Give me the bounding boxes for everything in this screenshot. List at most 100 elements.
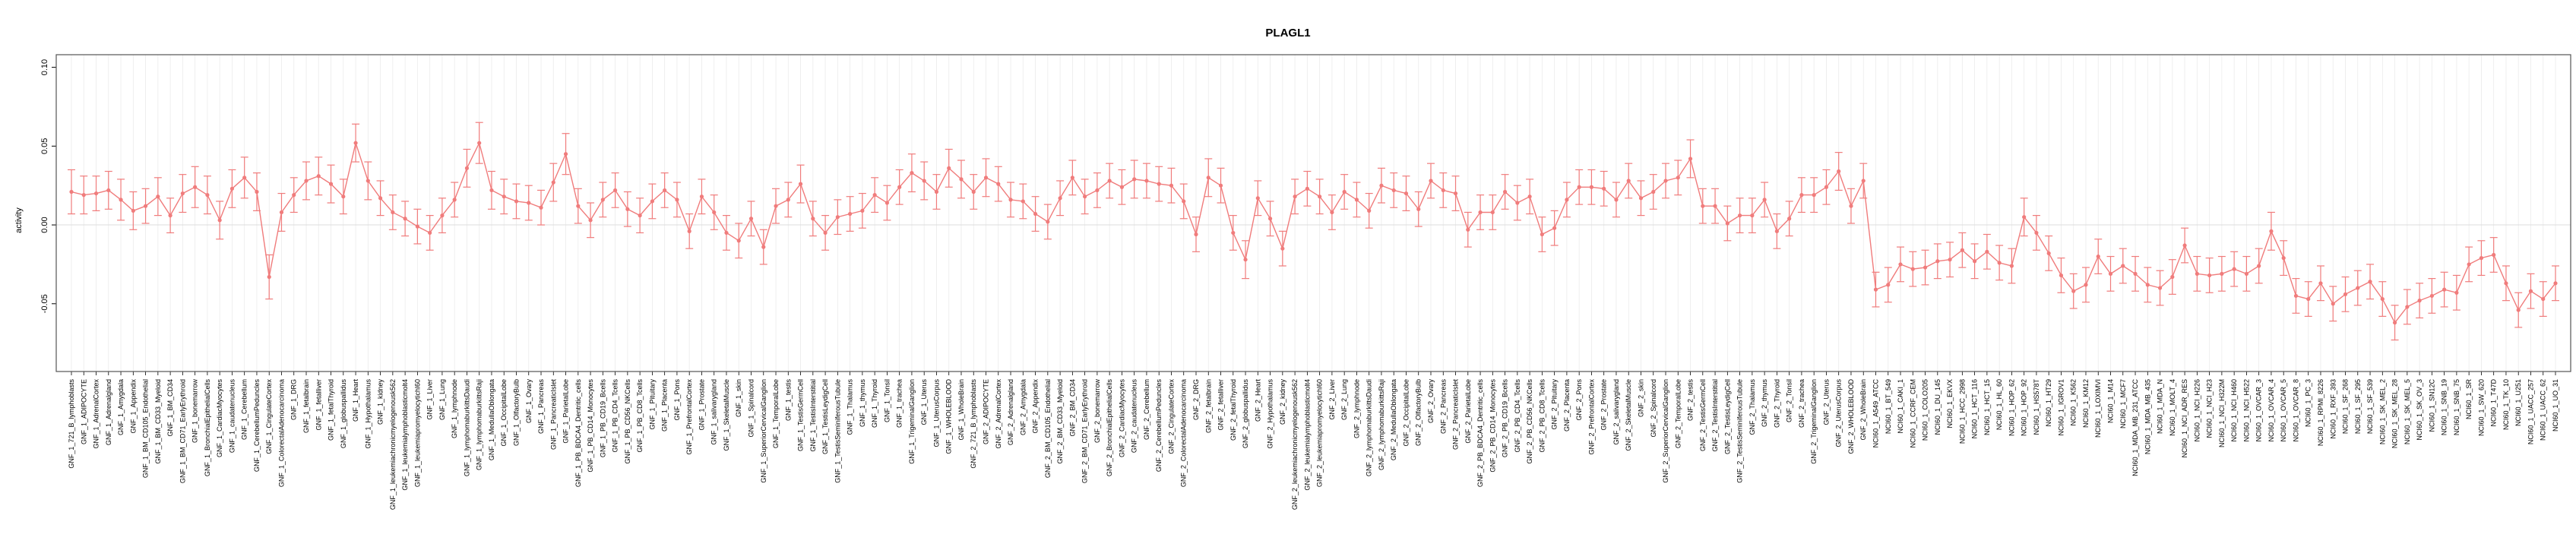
data-point	[440, 213, 445, 218]
x-tick-label: NCI60_1_SR	[2465, 379, 2473, 420]
x-tick-label: NCI60_1_OVCAR_8	[2293, 379, 2300, 442]
x-tick-label: GNF_1_Pituitary	[648, 379, 656, 430]
data-point	[1391, 188, 1396, 193]
data-point	[736, 239, 741, 243]
data-point	[1033, 211, 1038, 217]
x-tick-label: GNF_2_SuperiorCervicalGanglion	[1662, 379, 1669, 483]
x-tick-label: NCI60_1_MOLT_4	[2169, 379, 2176, 436]
data-point	[341, 194, 346, 199]
x-tick-label: GNF_1_BM_CD34	[166, 379, 174, 437]
x-tick-label: NCI60_1_UO_31	[2552, 379, 2559, 432]
x-tick-label: GNF_1_Adrenalgland	[105, 379, 112, 445]
data-point	[292, 193, 296, 198]
data-point	[835, 215, 840, 220]
data-point	[1762, 198, 1767, 202]
x-tick-label: GNF_1_leukemiachronicmyelogenousk562	[389, 379, 397, 510]
x-tick-label: GNF_2_OccipitalLobe	[1403, 379, 1410, 447]
data-point	[1095, 188, 1100, 193]
data-point	[2318, 281, 2323, 286]
data-point	[119, 198, 123, 202]
data-point	[563, 152, 568, 157]
x-tick-label: GNF_1_PB_CD14_Monocytes	[587, 379, 594, 473]
x-tick-label: NCI60_1_NCI_H522	[2242, 379, 2250, 442]
x-tick-label: GNF_2_WholeBrain	[1859, 379, 1867, 441]
series-activity	[68, 122, 2559, 341]
data-point	[2220, 271, 2224, 276]
data-point	[1824, 185, 1829, 189]
data-point	[267, 274, 271, 280]
x-tick-label: GNF_2_Hypothalamus	[1267, 379, 1274, 449]
x-tick-label: GNF_1_OlfactoryBulb	[513, 379, 521, 446]
data-point	[229, 186, 235, 191]
data-point	[786, 198, 790, 202]
data-point	[1774, 229, 1779, 233]
x-tick-label: GNF_2_SkeletalMuscle	[1625, 379, 1632, 451]
x-tick-label: GNF_1_MedullaOblongata	[488, 379, 495, 460]
data-point	[1342, 189, 1347, 194]
x-tick-label: GNF_2_fetalThyroid	[1229, 379, 1237, 441]
data-point	[353, 141, 358, 145]
data-point	[2071, 289, 2076, 293]
x-tick-label: NCI60_1_OVCAR_5	[2280, 379, 2287, 442]
y-axis-label: activity	[14, 207, 24, 233]
x-tick-label: GNF_1_salivarygland	[710, 379, 718, 445]
data-point	[1255, 196, 1260, 201]
x-tick-label: GNF_1_trachea	[896, 379, 903, 428]
x-tick-label: GNF_2_Pituitary	[1551, 379, 1559, 430]
data-point	[539, 205, 543, 210]
data-point	[996, 182, 1001, 186]
data-point	[1861, 179, 1866, 183]
data-point	[2368, 280, 2372, 284]
data-point	[1527, 194, 1532, 199]
x-tick-label: GNF_2_Thyroid	[1773, 379, 1780, 428]
data-point	[2121, 264, 2125, 268]
y-axis: -0.05 0.00 0.05 0.10	[40, 59, 56, 313]
x-tick-label: GNF_2_BM_CD71_EarlyErythroid	[1081, 379, 1089, 483]
data-point	[1157, 182, 1161, 186]
x-tick-label: GNF_2_BM_CD105_Endothelial	[1044, 379, 1052, 478]
x-tick-label: GNF_2_thymus	[1761, 379, 1768, 428]
data-point	[527, 201, 531, 205]
data-point	[193, 185, 198, 189]
data-point	[1849, 204, 1853, 208]
x-tick-label: NCI60_1_PC_3	[2305, 379, 2312, 427]
x-tick-label: GNF_2_UterusCorpus	[1835, 379, 1843, 447]
data-point	[2405, 305, 2410, 309]
data-point	[551, 180, 555, 185]
x-tick-label: NCI60_1_SN12C	[2428, 379, 2435, 432]
data-point	[1280, 246, 1285, 251]
x-tick-label: GNF_2_PB_CD56_NKCells	[1526, 379, 1533, 464]
data-point	[588, 218, 593, 223]
x-tick-label: GNF_2_leukemiapromyelocytichl60	[1316, 379, 1324, 487]
data-point	[316, 174, 321, 179]
x-tick-label: GNF_2_fetalbrain	[1204, 379, 1212, 433]
data-point	[156, 194, 160, 199]
x-tick-label: NCI60_1_SK_OV_3	[2416, 379, 2423, 441]
data-point	[1589, 185, 1594, 189]
data-point	[1021, 199, 1025, 204]
x-tick-label: GNF_2_skin	[1638, 379, 1645, 417]
chart-title: PLAGL1	[1265, 27, 1310, 40]
data-point	[724, 230, 729, 236]
data-point	[452, 198, 457, 202]
data-point	[811, 217, 815, 221]
x-tick-label: GNF_2_Spinalcord	[1650, 379, 1657, 438]
x-tick-label: GNF_1_Lung	[438, 379, 446, 420]
data-point	[1231, 230, 1236, 236]
y-tick-label: 0.05	[40, 138, 49, 154]
x-tick-label: GNF_2_BronchialEpithelialCells	[1106, 379, 1113, 477]
x-tick-label: NCI60_1_NCI_H460	[2230, 379, 2238, 442]
data-point	[2244, 271, 2249, 276]
x-tick-label: GNF_1_TrigeminalGanglion	[908, 379, 916, 464]
x-tick-label: NCI60_1_HS578T	[2033, 379, 2040, 435]
x-tick-label: GNF_2_bonemarrow	[1093, 379, 1101, 444]
x-tick-label: GNF_2_lymphnode	[1353, 379, 1360, 438]
data-point	[81, 193, 86, 198]
data-point	[1119, 185, 1125, 189]
data-point	[1046, 220, 1050, 224]
data-point	[1935, 259, 1940, 264]
x-tick-label: GNF_1_Cerebellum	[241, 379, 248, 440]
x-tick-label: GNF_2_MedullaOblongata	[1390, 379, 1397, 460]
x-tick-label: GNF_1_PB_BDCA4_Dentritic_cells	[574, 379, 582, 488]
data-point	[2380, 296, 2385, 302]
